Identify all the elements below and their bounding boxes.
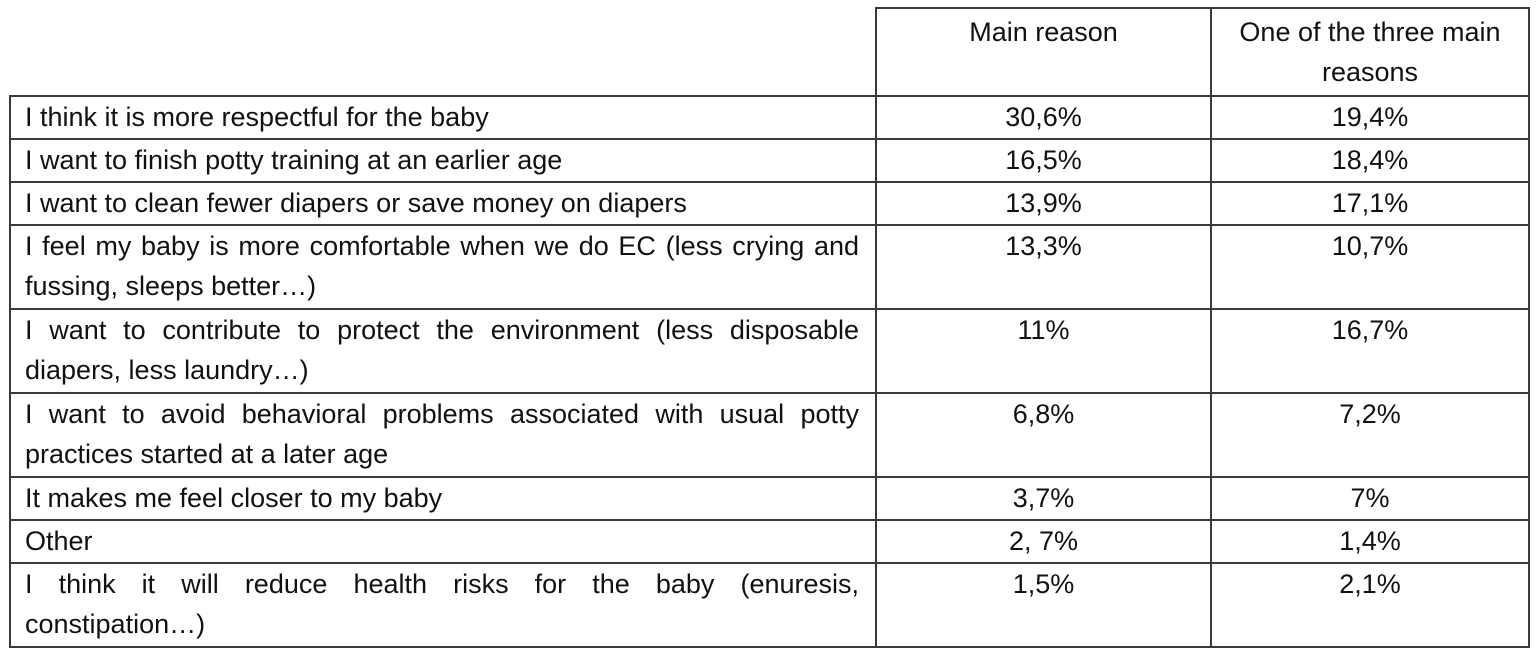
- table-row: It makes me feel closer to my baby 3,7% …: [9, 476, 1530, 521]
- table-row: I want to finish potty training at an ea…: [9, 138, 1530, 183]
- reasons-table: Main reason One of the three main reason…: [9, 7, 1530, 648]
- main-reason-cell: 16,5%: [875, 138, 1212, 183]
- one-of-three-cell: 10,7%: [1210, 224, 1530, 310]
- table-row: Other 2, 7% 1,4%: [9, 519, 1530, 564]
- one-of-three-cell: 1,4%: [1210, 519, 1530, 564]
- reason-cell: It makes me feel closer to my baby: [9, 476, 877, 521]
- table-row: I want to avoid behavioral problems asso…: [9, 392, 1530, 478]
- header-main-reason: Main reason: [875, 7, 1212, 97]
- main-reason-cell: 11%: [875, 308, 1212, 394]
- header-one-of-three: One of the three main reasons: [1210, 7, 1530, 97]
- reason-cell: I want to clean fewer diapers or save mo…: [9, 181, 877, 226]
- header-reason-cell: [10, 8, 877, 97]
- reason-cell: I want to finish potty training at an ea…: [9, 138, 877, 183]
- main-reason-cell: 1,5%: [875, 562, 1212, 648]
- table-header-row: Main reason One of the three main reason…: [10, 7, 1530, 97]
- main-reason-cell: 13,9%: [875, 181, 1212, 226]
- one-of-three-cell: 18,4%: [1210, 138, 1530, 183]
- main-reason-cell: 6,8%: [875, 392, 1212, 478]
- one-of-three-cell: 7%: [1210, 476, 1530, 521]
- table-row: I think it is more respectful for the ba…: [9, 95, 1530, 140]
- table-row: I think it will reduce health risks for …: [9, 562, 1530, 648]
- one-of-three-cell: 17,1%: [1210, 181, 1530, 226]
- one-of-three-cell: 19,4%: [1210, 95, 1530, 140]
- reason-cell: I want to avoid behavioral problems asso…: [9, 392, 877, 478]
- reason-cell: I think it will reduce health risks for …: [9, 562, 877, 648]
- reasons-table-container: Main reason One of the three main reason…: [9, 7, 1530, 648]
- reason-cell: I think it is more respectful for the ba…: [9, 95, 877, 140]
- one-of-three-cell: 2,1%: [1210, 562, 1530, 648]
- reason-cell: I feel my baby is more comfortable when …: [9, 224, 877, 310]
- table-row: I want to contribute to protect the envi…: [9, 308, 1530, 394]
- main-reason-cell: 3,7%: [875, 476, 1212, 521]
- table-row: I want to clean fewer diapers or save mo…: [9, 181, 1530, 226]
- main-reason-cell: 13,3%: [875, 224, 1212, 310]
- reason-cell: Other: [9, 519, 877, 564]
- one-of-three-cell: 7,2%: [1210, 392, 1530, 478]
- table-row: I feel my baby is more comfortable when …: [9, 224, 1530, 310]
- one-of-three-cell: 16,7%: [1210, 308, 1530, 394]
- main-reason-cell: 30,6%: [875, 95, 1212, 140]
- main-reason-cell: 2, 7%: [875, 519, 1212, 564]
- reason-cell: I want to contribute to protect the envi…: [9, 308, 877, 394]
